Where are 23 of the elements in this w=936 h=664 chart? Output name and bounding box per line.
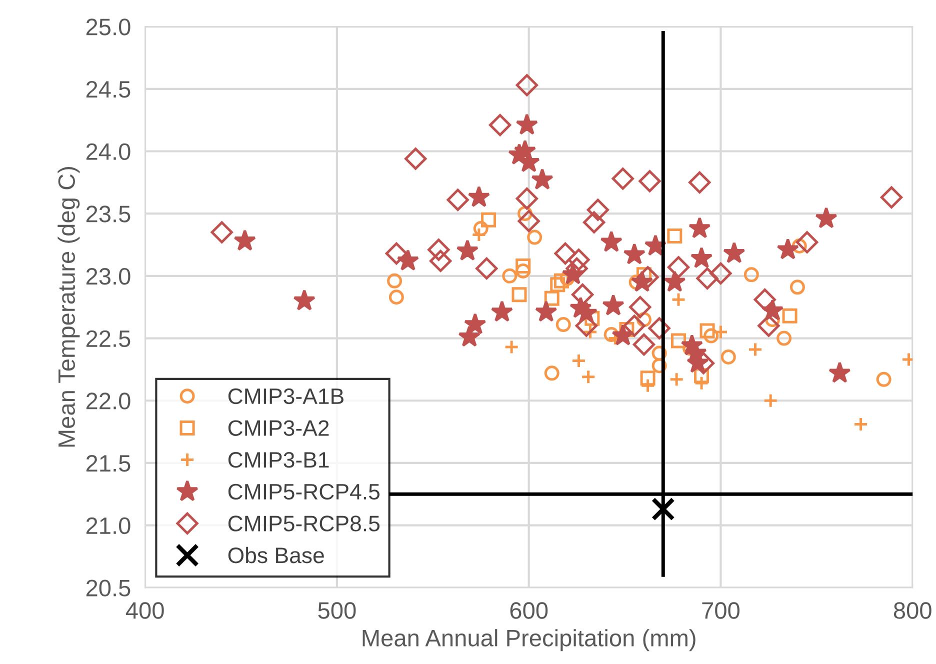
legend-label: CMIP3-A2 [228,420,329,436]
x-axis-title: Mean Annual Precipitation (mm) [362,629,696,652]
y-tick-label: 23.5 [86,206,130,222]
x-tick-label: 500 [318,602,356,619]
x-tick-label: 700 [702,602,740,619]
y-tick-label: 23.0 [86,268,130,285]
legend-label: CMIP3-B1 [228,452,329,468]
y-tick-label: 25.0 [86,18,130,36]
y-tick-label: 21.0 [86,517,130,534]
legend-label: Obs Base [228,546,324,564]
x-tick-label: 400 [126,602,164,619]
y-tick-label: 21.5 [86,455,130,472]
legend-label: CMIP3-A1B [228,388,344,404]
y-axis-title: Mean Temperature (deg C) [58,167,80,447]
x-tick-label: 800 [894,602,932,619]
y-tick-label: 22.5 [86,330,130,348]
y-tick-label: 24.5 [86,80,130,98]
x-tick-label: 600 [510,602,548,619]
y-tick-label: 20.5 [86,580,130,596]
legend-label: CMIP5-RCP8.5 [228,516,380,532]
legend-label: CMIP5-RCP4.5 [228,484,380,500]
y-tick-label: 24.0 [86,143,130,160]
y-tick-label: 22.0 [86,392,130,410]
